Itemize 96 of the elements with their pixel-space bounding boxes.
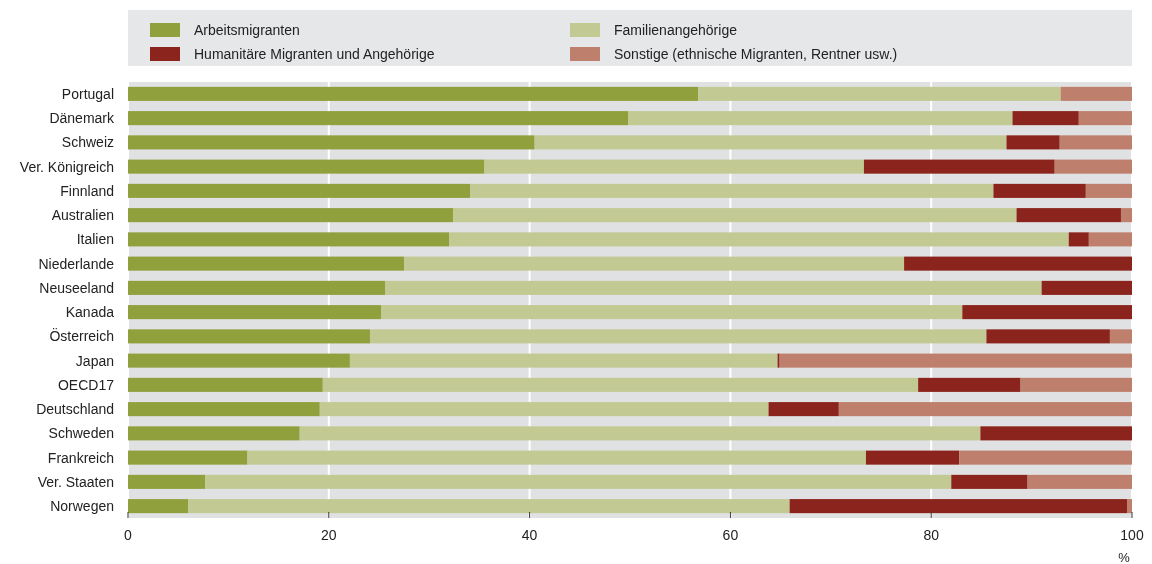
y-tick-label: Finnland: [60, 182, 114, 199]
bar: [453, 208, 1017, 223]
bar: [1059, 135, 1132, 150]
bar: [322, 377, 919, 392]
bar: [865, 450, 960, 465]
bar: [1126, 499, 1132, 514]
bar: [838, 402, 1132, 417]
y-tick-label: Ver. Königreich: [19, 158, 114, 175]
y-tick-label: OECD17: [57, 376, 115, 393]
bar: [128, 402, 320, 417]
x-tick-label: 0: [124, 527, 133, 543]
bar: [128, 305, 382, 320]
bar: [980, 426, 1132, 441]
y-tick-label: Norwegen: [50, 498, 114, 515]
bar: [1020, 377, 1132, 392]
bar: [349, 353, 778, 368]
bar: [1085, 183, 1132, 198]
bar: [449, 232, 1069, 247]
legend-label: Arbeitsmigranten: [194, 22, 300, 38]
y-tick-label: Österreich: [49, 327, 114, 345]
y-tick-label: Australien: [51, 207, 114, 224]
bar: [1012, 111, 1079, 126]
y-tick-label: Italien: [76, 231, 114, 248]
bar: [1006, 135, 1060, 150]
bar: [484, 159, 864, 174]
bar: [128, 111, 628, 126]
y-tick-label: Japan: [75, 352, 114, 369]
bar: [789, 499, 1127, 514]
y-tick-label: Deutschland: [36, 401, 114, 418]
x-tick-label: 60: [722, 527, 739, 543]
bar: [381, 305, 963, 320]
bar: [534, 135, 1007, 150]
legend-label: Sonstige (ethnische Migranten, Rentner usw.): [614, 46, 898, 62]
bar: [128, 377, 323, 392]
bar: [1016, 208, 1121, 223]
bar: [1027, 474, 1132, 489]
bar: [128, 353, 350, 368]
bar: [1120, 208, 1132, 223]
bar: [299, 426, 981, 441]
bar: [369, 329, 987, 344]
bar: [319, 402, 769, 417]
bar: [247, 450, 866, 465]
bar: [986, 329, 1110, 344]
bar: [1068, 232, 1089, 247]
bar: [918, 377, 1021, 392]
bar: [904, 256, 1132, 271]
bar: [698, 86, 1061, 101]
bar: [1054, 159, 1132, 174]
bar: [404, 256, 905, 271]
y-tick-label: Kanada: [65, 304, 115, 321]
bar: [128, 450, 248, 465]
y-tick-label: Niederlande: [38, 255, 115, 272]
bar: [128, 159, 485, 174]
y-tick-label: Schweden: [48, 425, 114, 442]
bar: [779, 353, 1132, 368]
bar: [128, 256, 405, 271]
x-tick-label: 40: [521, 527, 538, 543]
x-tick-label: 100: [1120, 527, 1144, 543]
bar: [128, 183, 471, 198]
bar: [959, 450, 1132, 465]
bar: [470, 183, 994, 198]
bar: [128, 135, 535, 150]
bar: [1041, 280, 1132, 295]
legend-label: Familienangehörige: [614, 22, 738, 38]
bar: [863, 159, 1055, 174]
y-tick-label: Portugal: [61, 85, 114, 102]
bar: [128, 474, 206, 489]
bar: [993, 183, 1086, 198]
bar: [128, 329, 370, 344]
x-tick-label: 80: [923, 527, 940, 543]
bar: [128, 208, 454, 223]
bar: [1109, 329, 1132, 344]
y-tick-label: Ver. Staaten: [37, 473, 114, 490]
bar: [128, 86, 699, 101]
y-tick-label: Dänemark: [49, 110, 115, 127]
bar: [385, 280, 1042, 295]
y-tick-label: Schweiz: [61, 134, 114, 151]
bar: [951, 474, 1028, 489]
bar: [128, 280, 386, 295]
bar: [205, 474, 952, 489]
bar: [627, 111, 1013, 126]
x-axis-title: %: [1118, 550, 1131, 564]
bar: [1060, 86, 1132, 101]
y-tick-label: Neuseeland: [39, 279, 114, 296]
bar: [188, 499, 790, 514]
y-tick-label: Frankreich: [47, 449, 114, 466]
bar: [128, 426, 300, 441]
bar: [1078, 111, 1132, 126]
bar: [768, 402, 839, 417]
legend-label: Humanitäre Migranten und Angehörige: [194, 46, 435, 62]
bar: [962, 305, 1132, 320]
bar: [1088, 232, 1132, 247]
bar: [777, 353, 780, 368]
x-tick-label: 20: [321, 527, 337, 543]
bar: [128, 499, 189, 514]
bar: [128, 232, 450, 247]
